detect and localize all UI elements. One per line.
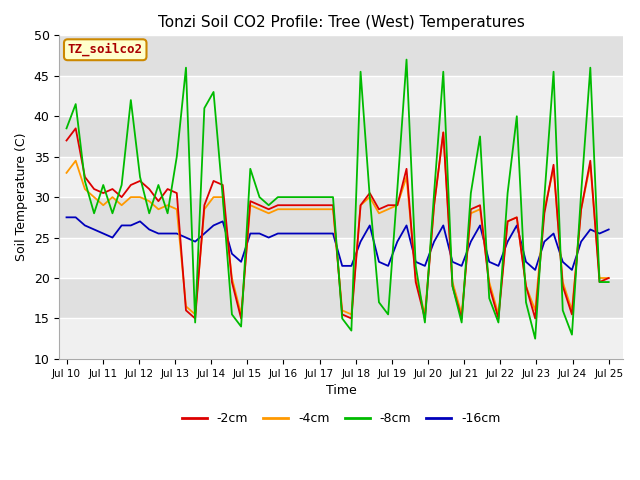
Bar xyxy=(60,76,623,116)
Legend: -2cm, -4cm, -8cm, -16cm: -2cm, -4cm, -8cm, -16cm xyxy=(177,407,506,430)
Bar xyxy=(60,238,623,278)
Bar xyxy=(60,36,623,76)
Bar xyxy=(60,278,623,318)
Text: TZ_soilco2: TZ_soilco2 xyxy=(68,43,143,57)
Bar xyxy=(60,156,623,197)
Bar xyxy=(60,116,623,156)
Title: Tonzi Soil CO2 Profile: Tree (West) Temperatures: Tonzi Soil CO2 Profile: Tree (West) Temp… xyxy=(158,15,525,30)
Y-axis label: Soil Temperature (C): Soil Temperature (C) xyxy=(15,133,28,262)
X-axis label: Time: Time xyxy=(326,384,356,397)
Bar xyxy=(60,197,623,238)
Bar xyxy=(60,318,623,359)
